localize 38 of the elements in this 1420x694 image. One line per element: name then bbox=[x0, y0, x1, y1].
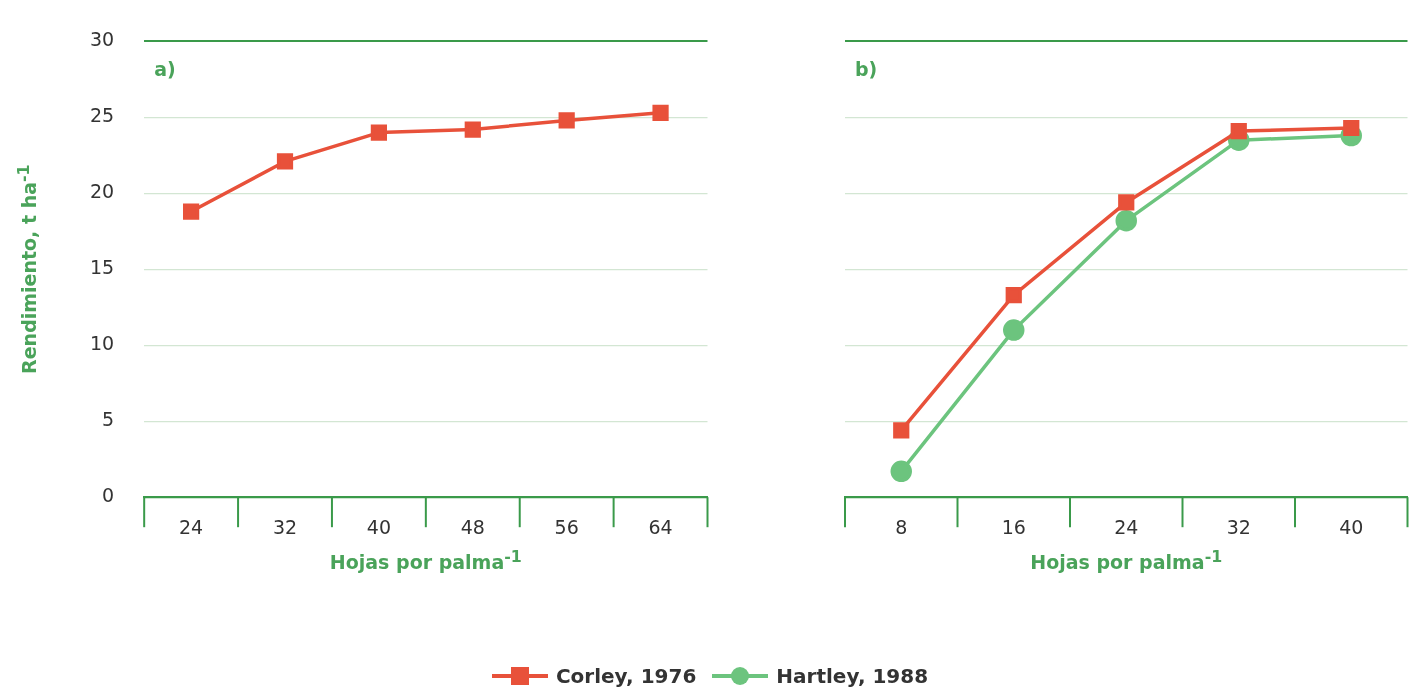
point bbox=[370, 124, 388, 141]
y-tick-label: 30 bbox=[89, 28, 115, 51]
x-tick-label: 64 bbox=[648, 515, 673, 538]
point bbox=[183, 203, 200, 220]
y-tick-label: 0 bbox=[102, 484, 115, 507]
text: a) bbox=[154, 58, 176, 81]
x-tick-label: 8 bbox=[895, 515, 908, 538]
point bbox=[558, 112, 575, 129]
point bbox=[890, 460, 912, 483]
y-tick-label: 15 bbox=[89, 256, 115, 279]
text: b) bbox=[855, 58, 878, 81]
x-axis-title: Hojas por palma$^{-1}$ bbox=[1029, 547, 1224, 574]
point bbox=[1230, 122, 1247, 140]
point bbox=[652, 104, 669, 121]
x-tick-label: 32 bbox=[1226, 515, 1251, 538]
x-tick-label: 56 bbox=[554, 515, 579, 538]
point bbox=[464, 121, 481, 138]
x-tick-label: 16 bbox=[1001, 515, 1026, 538]
y-tick-label: 20 bbox=[89, 180, 115, 203]
x-tick-label: 32 bbox=[272, 515, 298, 538]
point bbox=[893, 422, 910, 439]
y-tick-label: 25 bbox=[89, 104, 115, 127]
point bbox=[1118, 194, 1135, 211]
x-tick-label: 40 bbox=[366, 515, 391, 538]
point bbox=[1343, 119, 1360, 137]
legend-label: Hartley, 1988 bbox=[776, 664, 929, 688]
legend-label: Corley, 1976 bbox=[555, 664, 697, 688]
x-tick-label: 24 bbox=[179, 515, 204, 538]
point bbox=[1005, 287, 1022, 304]
x-tick-label: 24 bbox=[1114, 515, 1139, 538]
x-axis-title: Hojas por palma$^{-1}$ bbox=[328, 547, 523, 574]
y-tick-label: 10 bbox=[89, 332, 115, 355]
point bbox=[1115, 209, 1137, 232]
point bbox=[1003, 319, 1025, 341]
x-tick-label: 48 bbox=[460, 515, 485, 538]
point bbox=[276, 153, 294, 170]
x-tick-label: 40 bbox=[1339, 515, 1364, 538]
y-tick-label: 5 bbox=[102, 408, 115, 431]
